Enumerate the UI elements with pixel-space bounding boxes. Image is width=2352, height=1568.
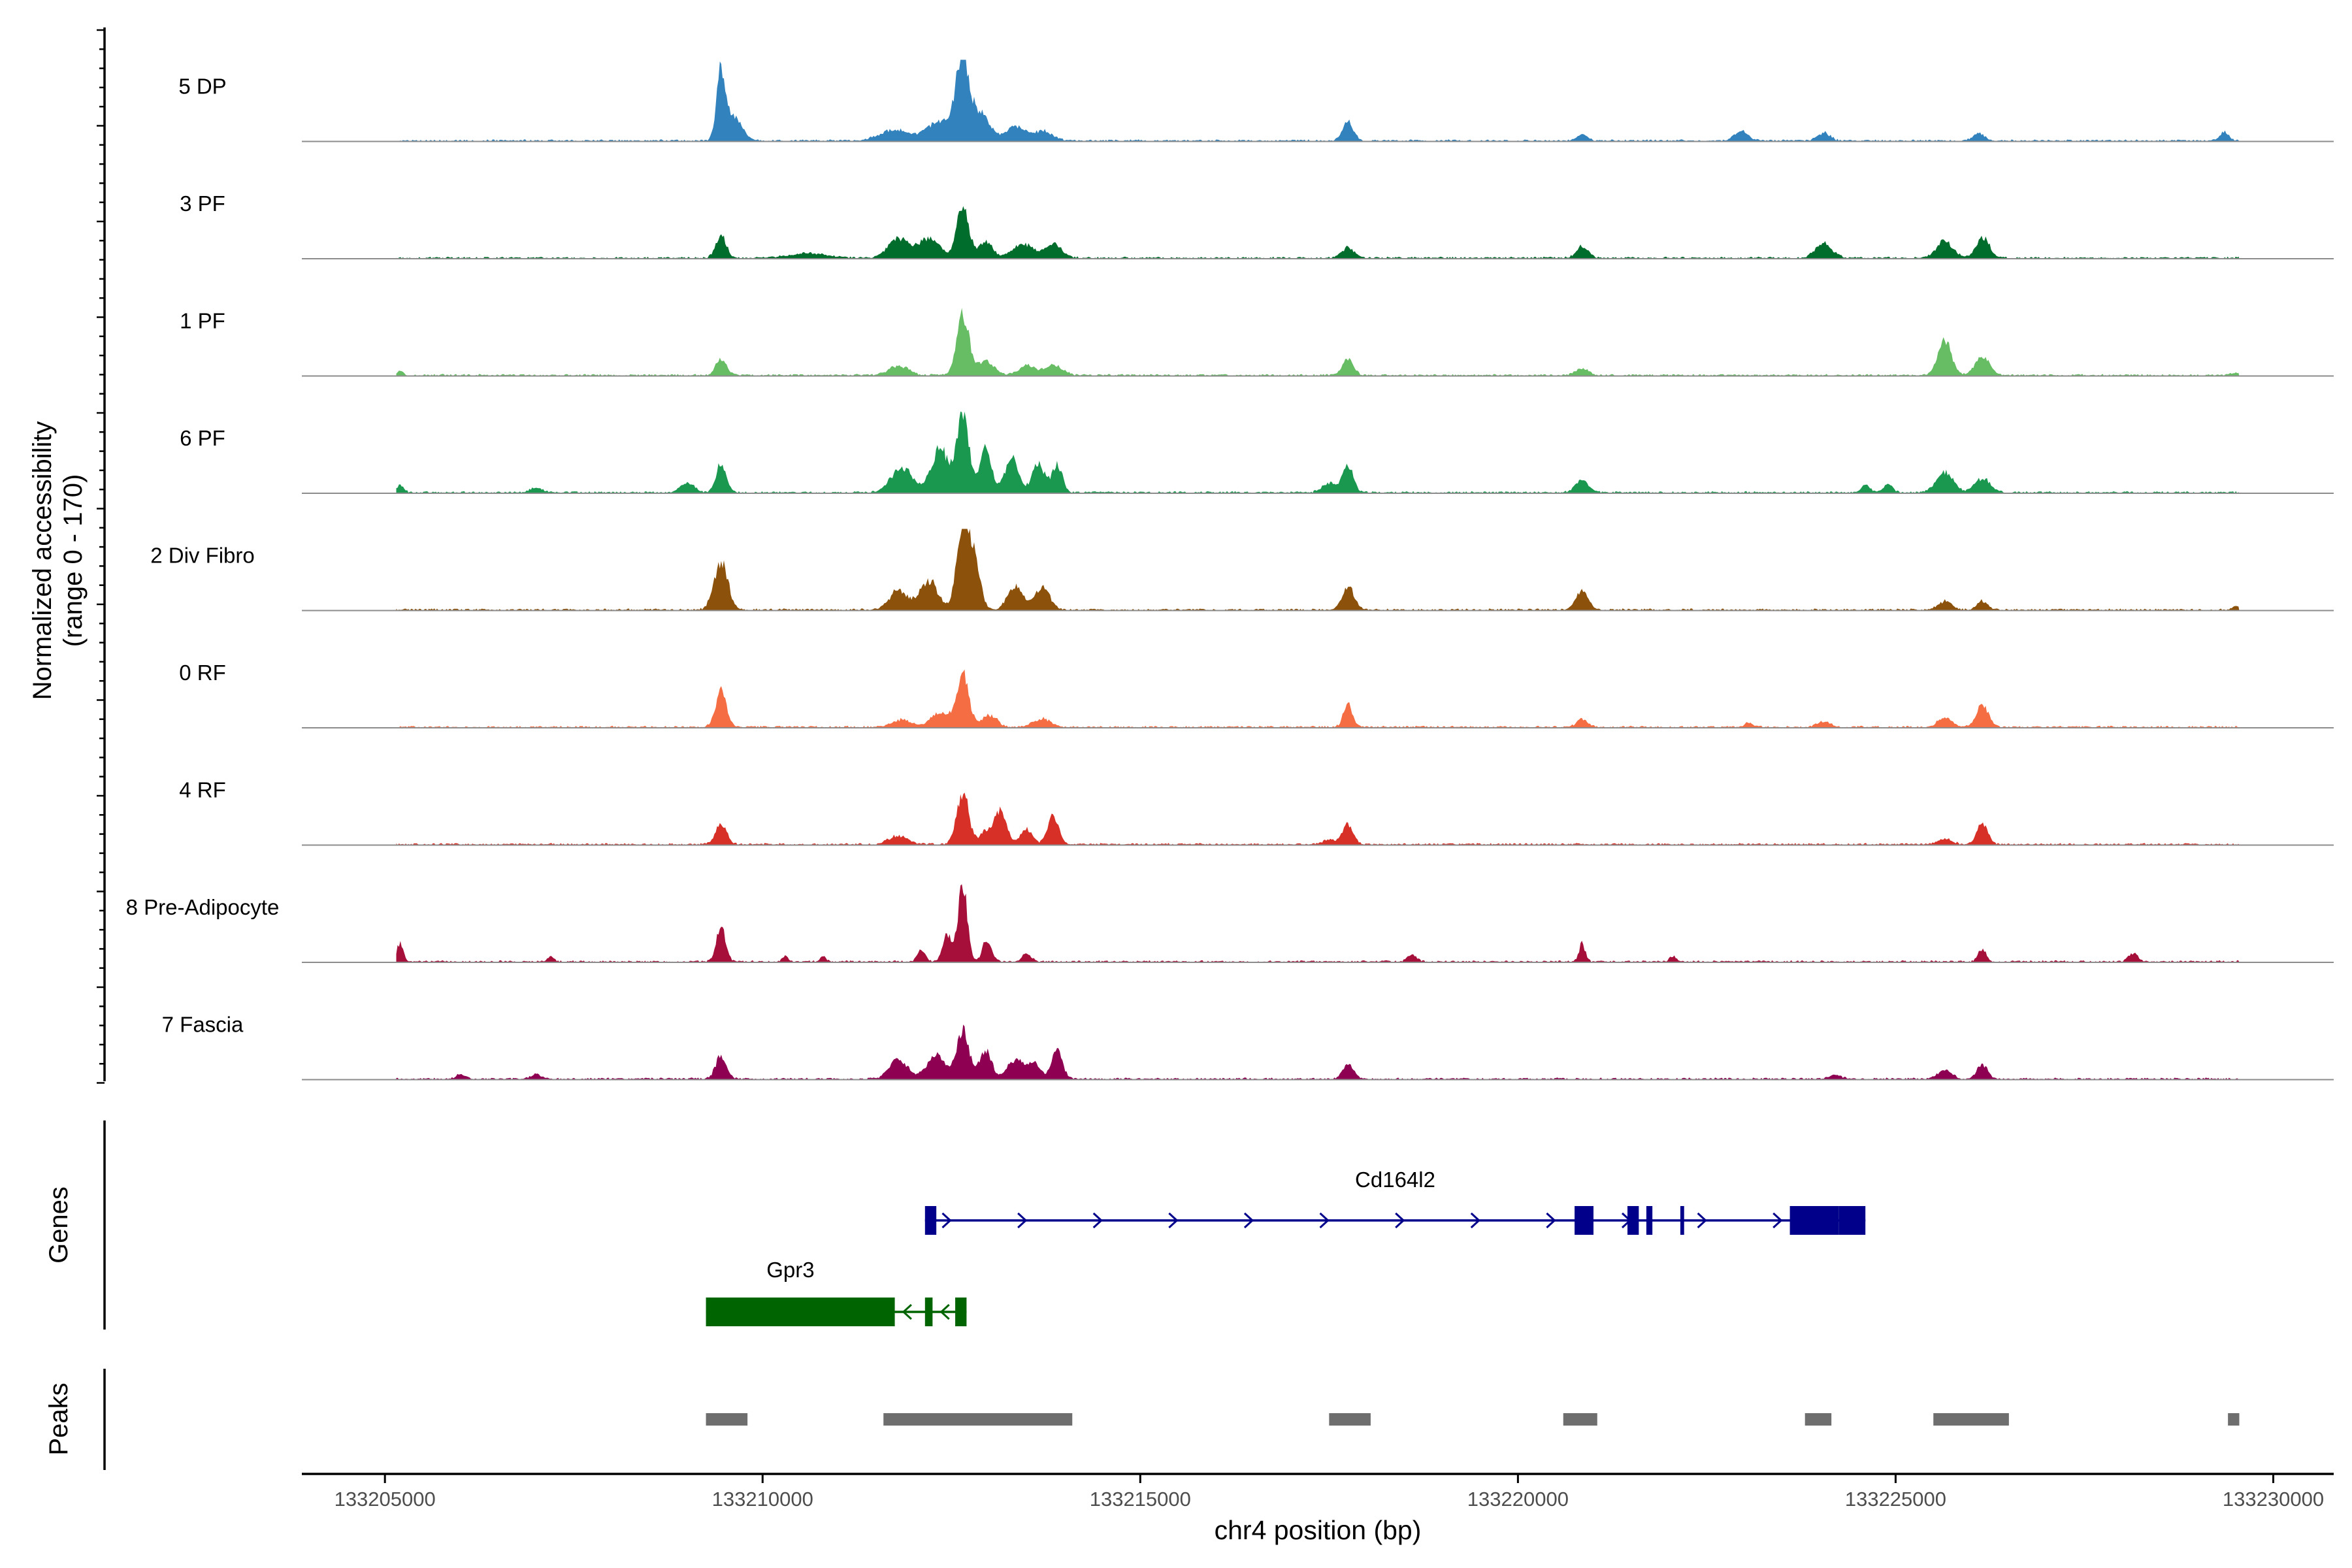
- coverage-area-4-rf: [396, 792, 2240, 845]
- exon-cd164l2: [1646, 1206, 1653, 1235]
- strand-arrow-cd164l2: [1243, 1212, 1254, 1229]
- x-tick-label: 133205000: [335, 1488, 436, 1511]
- x-tick-label: 133220000: [1467, 1488, 1569, 1511]
- y-axis-range-label: (range 0 - 170): [59, 474, 88, 647]
- track-label-5-dp: 5 DP: [178, 74, 226, 99]
- exon-cd164l2: [1680, 1206, 1684, 1235]
- track-label-7-fascia: 7 Fascia: [162, 1013, 244, 1037]
- x-tick-label: 133230000: [2223, 1488, 2324, 1511]
- coverage-area-3-pf: [396, 206, 2240, 259]
- strand-arrow-cd164l2: [1772, 1212, 1783, 1229]
- x-tick-label: 133215000: [1090, 1488, 1191, 1511]
- track-label-6-pf: 6 PF: [180, 426, 225, 450]
- coverage-area-6-pf: [396, 412, 2240, 493]
- gene-annotation-track: Cd164l2 Gpr3: [706, 1168, 1866, 1326]
- coverage-area-1-pf: [396, 308, 2240, 376]
- strand-arrow-cd164l2: [1546, 1212, 1556, 1229]
- track-label-2-div-fibro: 2 Div Fibro: [150, 544, 255, 568]
- exon-gpr3: [924, 1298, 933, 1326]
- exon-gpr3: [955, 1298, 967, 1326]
- x-tick-label: 133225000: [1845, 1488, 1946, 1511]
- track-label-4-rf: 4 RF: [179, 778, 226, 802]
- strand-arrow-cd164l2: [941, 1212, 952, 1229]
- exon-cd164l2: [1575, 1206, 1593, 1235]
- x-axis-label: chr4 position (bp): [1215, 1515, 1422, 1545]
- coverage-area-0-rf: [396, 669, 2240, 728]
- peak-region: [1805, 1413, 1832, 1426]
- strand-arrow-cd164l2: [1470, 1212, 1481, 1229]
- exon-cd164l2: [1789, 1206, 1839, 1235]
- strand-arrow-gpr3: [939, 1303, 950, 1320]
- axes: Normalized accessibility (range 0 - 170) G…: [28, 27, 2334, 1545]
- track-label-8-pre-adipocyte: 8 Pre-Adipocyte: [126, 895, 280, 919]
- genes-section-label: Genes: [44, 1186, 73, 1264]
- coverage-area-5-dp: [396, 59, 2240, 142]
- peak-region: [883, 1413, 1073, 1426]
- peak-region: [1933, 1413, 2009, 1426]
- exon-cd164l2: [924, 1206, 937, 1235]
- gene-name-cd164l2: Cd164l2: [1355, 1168, 1435, 1192]
- track-label-0-rf: 0 RF: [179, 661, 226, 685]
- strand-arrow-cd164l2: [1319, 1212, 1330, 1229]
- peak-region: [1563, 1413, 1597, 1426]
- strand-arrow-cd164l2: [1168, 1212, 1179, 1229]
- strand-arrow-gpr3: [902, 1303, 912, 1320]
- coverage-area-7-fascia: [396, 1024, 2240, 1080]
- strand-arrow-cd164l2: [1395, 1212, 1405, 1229]
- coverage-tracks: 5 DP 3 PF 1 PF 6 PF 2 Div Fibro 0 RF 4 RF 8 Pre…: [126, 59, 2334, 1081]
- peak-region: [2228, 1413, 2240, 1426]
- exon-cd164l2: [1627, 1206, 1639, 1235]
- exon-cd164l2: [1838, 1206, 1866, 1235]
- exon-gpr3: [706, 1298, 895, 1326]
- peaks-track: [706, 1413, 2240, 1426]
- peak-region: [706, 1413, 748, 1426]
- gene-name-gpr3: Gpr3: [766, 1258, 814, 1282]
- y-axis-label: Normalized accessibility: [28, 421, 57, 700]
- strand-arrow-cd164l2: [1092, 1212, 1103, 1229]
- strand-arrow-cd164l2: [1697, 1212, 1707, 1229]
- strand-arrow-cd164l2: [1017, 1212, 1028, 1229]
- coverage-area-2-div-fibro: [396, 529, 2240, 611]
- track-label-3-pf: 3 PF: [180, 191, 225, 216]
- coverage-area-8-pre-adipocyte: [396, 884, 2240, 962]
- peak-region: [1329, 1413, 1371, 1426]
- x-tick-label: 133210000: [712, 1488, 813, 1511]
- track-label-1-pf: 1 PF: [180, 309, 225, 333]
- peaks-section-label: Peaks: [44, 1382, 73, 1455]
